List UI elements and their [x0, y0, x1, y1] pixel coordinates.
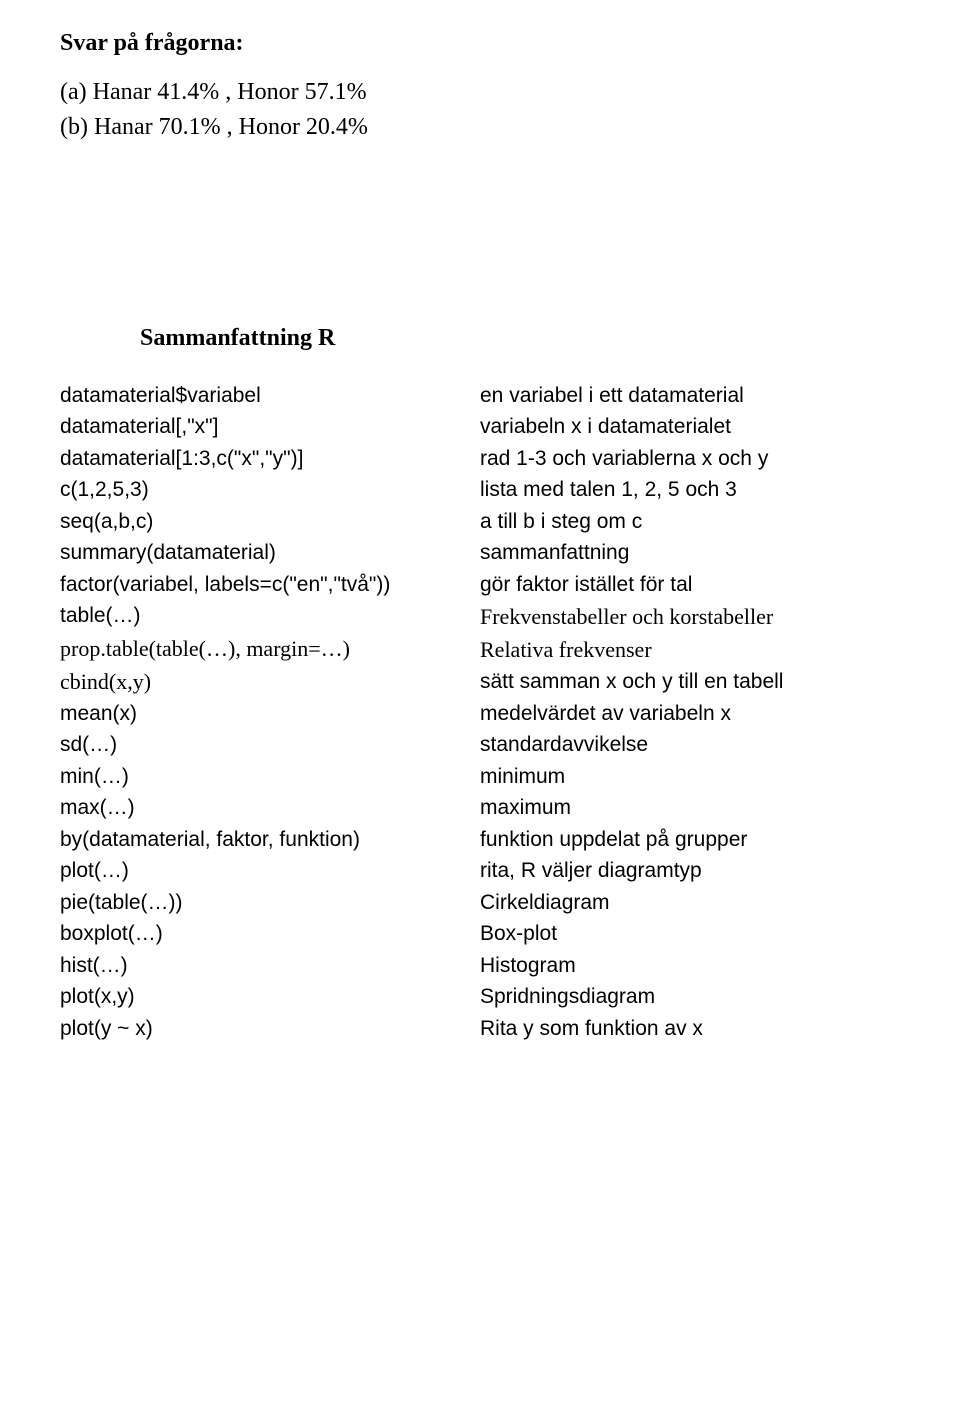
- table-row-left: plot(y ~ x): [60, 1013, 480, 1045]
- table-row-left: cbind(x,y): [60, 665, 480, 698]
- table-row-left: summary(datamaterial): [60, 537, 480, 569]
- table-row-left: pie(table(…)): [60, 887, 480, 919]
- table-row-left: datamaterial[1:3,c("x","y")]: [60, 443, 480, 475]
- table-row-left: seq(a,b,c): [60, 506, 480, 538]
- table-row-left: table(…): [60, 600, 480, 632]
- table-row-right: Spridningsdiagram: [480, 981, 900, 1013]
- summary-right-column: en variabel i ett datamaterialvariabeln …: [480, 380, 900, 1045]
- table-row-right: Cirkeldiagram: [480, 887, 900, 919]
- table-row-right: minimum: [480, 761, 900, 793]
- table-row-right: Frekvenstabeller och korstabeller: [480, 600, 900, 633]
- table-row-right: rad 1-3 och variablerna x och y: [480, 443, 900, 475]
- summary-left-column: datamaterial$variabeldatamaterial[,"x"]d…: [60, 380, 480, 1045]
- table-row-left: plot(x,y): [60, 981, 480, 1013]
- table-row-right: medelvärdet av variabeln x: [480, 698, 900, 730]
- table-row-right: Box-plot: [480, 918, 900, 950]
- table-row-right: a till b i steg om c: [480, 506, 900, 538]
- answer-b: (b) Hanar 70.1% , Honor 20.4%: [60, 110, 900, 145]
- table-row-right: en variabel i ett datamaterial: [480, 380, 900, 412]
- table-row-left: plot(…): [60, 855, 480, 887]
- table-row-left: datamaterial[,"x"]: [60, 411, 480, 443]
- table-row-right: maximum: [480, 792, 900, 824]
- table-row-right: funktion uppdelat på grupper: [480, 824, 900, 856]
- table-row-right: Relativa frekvenser: [480, 633, 900, 666]
- table-row-right: Histogram: [480, 950, 900, 982]
- table-row-right: variabeln x i datamaterialet: [480, 411, 900, 443]
- table-row-left: prop.table(table(…), margin=…): [60, 632, 480, 665]
- table-row-left: datamaterial$variabel: [60, 380, 480, 412]
- table-row-left: min(…): [60, 761, 480, 793]
- table-row-right: standardavvikelse: [480, 729, 900, 761]
- table-row-right: lista med talen 1, 2, 5 och 3: [480, 474, 900, 506]
- table-row-left: factor(variabel, labels=c("en","två")): [60, 569, 480, 601]
- table-row-left: sd(…): [60, 729, 480, 761]
- table-row-right: sätt samman x och y till en tabell: [480, 666, 900, 698]
- table-row-right: sammanfattning: [480, 537, 900, 569]
- table-row-right: Rita y som funktion av x: [480, 1013, 900, 1045]
- table-row-left: max(…): [60, 792, 480, 824]
- table-row-left: boxplot(…): [60, 918, 480, 950]
- table-row-right: rita, R väljer diagramtyp: [480, 855, 900, 887]
- answer-a: (a) Hanar 41.4% , Honor 57.1%: [60, 75, 900, 110]
- table-row-left: mean(x): [60, 698, 480, 730]
- table-row-left: c(1,2,5,3): [60, 474, 480, 506]
- table-row-left: hist(…): [60, 950, 480, 982]
- section-heading: Sammanfattning R: [140, 325, 900, 352]
- page-title: Svar på frågorna:: [60, 30, 900, 57]
- answers-block: (a) Hanar 41.4% , Honor 57.1% (b) Hanar …: [60, 75, 900, 145]
- table-row-left: by(datamaterial, faktor, funktion): [60, 824, 480, 856]
- table-row-right: gör faktor istället för tal: [480, 569, 900, 601]
- summary-table: datamaterial$variabeldatamaterial[,"x"]d…: [60, 380, 900, 1045]
